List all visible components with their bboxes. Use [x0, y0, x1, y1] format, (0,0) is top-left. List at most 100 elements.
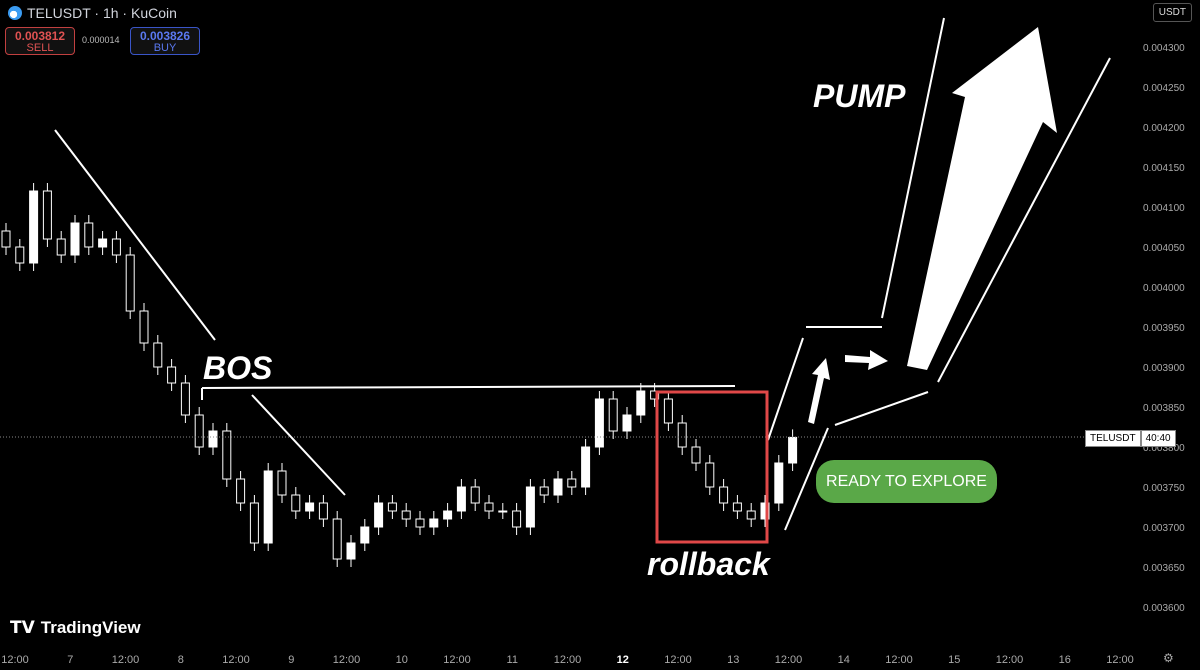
price-tag-countdown: 40:40 — [1140, 430, 1176, 447]
buy-price: 0.003826 — [139, 29, 191, 43]
candle-body — [484, 502, 494, 512]
time-tick: 12 — [617, 654, 629, 666]
price-tick: 0.003700 — [1143, 523, 1185, 534]
channel-lower — [834, 391, 929, 426]
price-tick: 0.004000 — [1143, 283, 1185, 294]
price-tick: 0.003950 — [1143, 323, 1185, 334]
tv-logo-icon: 𝗧𝗩 — [10, 618, 35, 637]
price-tick: 0.003850 — [1143, 403, 1185, 414]
candle-body — [443, 510, 453, 520]
candle-body — [263, 470, 273, 544]
candle-body — [153, 342, 163, 368]
rollback-label: rollback — [647, 546, 770, 582]
candle-body — [415, 518, 425, 528]
candle-body — [429, 518, 439, 528]
price-tick: 0.003900 — [1143, 363, 1185, 374]
candle-body — [56, 238, 66, 256]
candle-body — [291, 494, 301, 512]
candle-body — [222, 430, 232, 480]
price-tick: 0.004100 — [1143, 203, 1185, 214]
candle-body — [705, 462, 715, 488]
candle-body — [512, 510, 522, 528]
candles — [1, 183, 798, 567]
tv-brand: TradingView — [40, 618, 141, 637]
candle-body — [691, 446, 701, 464]
price-tick: 0.004150 — [1143, 163, 1185, 174]
buy-button[interactable]: 0.003826 BUY — [130, 27, 200, 55]
candle-body — [594, 398, 604, 448]
candle-body — [139, 310, 149, 344]
symbol-header[interactable]: TELUSDT · 1h · KuCoin — [8, 5, 177, 21]
candle-body — [374, 502, 384, 528]
candle-body — [498, 510, 508, 513]
candle-body — [208, 430, 218, 448]
candle-body — [719, 486, 729, 504]
time-tick: 12:00 — [443, 654, 471, 666]
time-tick: 12:00 — [664, 654, 692, 666]
spread: 0.000014 — [82, 35, 120, 45]
bos-line — [201, 385, 736, 389]
candle-body — [663, 398, 673, 424]
candle-body — [194, 414, 204, 448]
time-axis: 12:00 7 12:00 8 12:00 9 12:00 10 12:00 11 12:00 12 1… — [1, 654, 1134, 666]
trend-line-1 — [54, 129, 216, 341]
candle-body — [277, 470, 287, 496]
ready-to-explore-button[interactable]: READY TO EXPLORE — [816, 460, 997, 503]
candle-body — [608, 398, 618, 432]
right-arrow-icon — [845, 350, 888, 370]
candle-body — [84, 222, 94, 248]
candle-body — [774, 462, 784, 504]
rollback-box — [655, 390, 769, 544]
candle-body — [346, 542, 356, 560]
price-tick: 0.003600 — [1143, 603, 1185, 614]
time-tick: 12:00 — [112, 654, 140, 666]
pump-channel-right — [937, 57, 1111, 383]
candle-body — [401, 510, 411, 520]
time-tick: 8 — [178, 654, 184, 666]
time-tick: 16 — [1059, 654, 1071, 666]
price-tick: 0.003650 — [1143, 563, 1185, 574]
time-tick: 12:00 — [333, 654, 361, 666]
candle-body — [387, 502, 397, 512]
time-tick: 12:00 — [554, 654, 582, 666]
time-tick: 12:00 — [222, 654, 250, 666]
bos-label: BOS — [203, 350, 273, 386]
candle-body — [98, 238, 108, 248]
time-tick: 9 — [288, 654, 294, 666]
sell-button[interactable]: 0.003812 SELL — [5, 27, 75, 55]
candle-body — [677, 422, 687, 448]
sell-label: SELL — [26, 42, 54, 54]
tradingview-logo[interactable]: 𝗧𝗩 TradingView — [10, 618, 141, 638]
time-tick: 7 — [67, 654, 73, 666]
candle-body — [581, 446, 591, 488]
candle-body — [125, 254, 135, 312]
time-tick: 15 — [948, 654, 960, 666]
price-tick: 0.004200 — [1143, 123, 1185, 134]
channel-left — [767, 337, 804, 441]
candle-body — [332, 518, 342, 560]
pump-label: PUMP — [813, 78, 906, 114]
currency-selector[interactable]: USDT — [1152, 3, 1192, 22]
candle-body — [760, 502, 770, 520]
candle-body — [456, 486, 466, 512]
settings-gear-icon[interactable]: ⚙ — [1163, 651, 1174, 665]
symbol-title: TELUSDT · 1h · KuCoin — [27, 5, 177, 21]
time-tick: 12:00 — [1106, 654, 1134, 666]
candle-body — [567, 478, 577, 488]
candle-body — [42, 190, 52, 240]
candle-body — [746, 510, 756, 520]
candle-body — [360, 526, 370, 544]
candle-body — [650, 390, 660, 400]
price-tick: 0.004050 — [1143, 243, 1185, 254]
pump-channel-left — [881, 17, 945, 319]
candle-body — [305, 502, 315, 512]
candle-body — [470, 486, 480, 504]
arrows — [808, 27, 1057, 424]
candle-body — [318, 502, 328, 520]
candle-body — [525, 486, 535, 528]
trend-line-2 — [251, 394, 346, 496]
sell-price: 0.003812 — [14, 29, 66, 43]
candle-body — [636, 390, 646, 416]
buy-label: BUY — [153, 42, 177, 54]
